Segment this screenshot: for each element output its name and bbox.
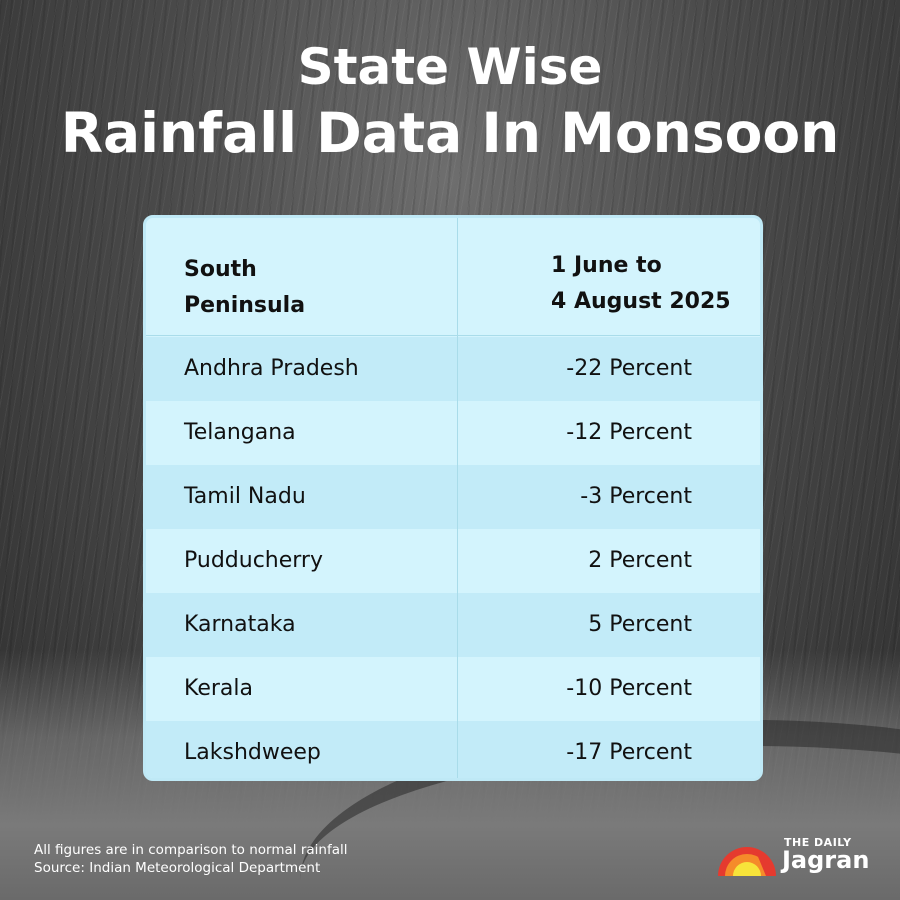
state-name: Lakshdweep (184, 740, 321, 765)
period-header-line1: 1 June to (551, 253, 662, 278)
rainfall-value: -17 Percent (566, 740, 692, 765)
table-row: Lakshdweep -17 Percent (146, 721, 760, 778)
logo-text-big: Jagran (782, 846, 870, 874)
period-header-line2: 4 August 2025 (551, 289, 731, 314)
state-name: Tamil Nadu (184, 484, 306, 509)
rainfall-value: -10 Percent (566, 676, 692, 701)
table-row: Tamil Nadu -3 Percent (146, 465, 760, 529)
table-row: Telangana -12 Percent (146, 401, 760, 465)
sunrise-logo-icon (718, 847, 776, 876)
logo-text-small: THE DAILY (784, 836, 852, 849)
table-row: Pudducherry 2 Percent (146, 529, 760, 593)
state-name: Pudducherry (184, 548, 323, 573)
table-row: Kerala -10 Percent (146, 657, 760, 721)
title-line-2: Rainfall Data In Monsoon (60, 100, 840, 165)
source-note: Source: Indian Meteorological Department (34, 860, 321, 876)
jagran-logo: THE DAILY Jagran (716, 836, 876, 880)
table-row: Karnataka 5 Percent (146, 593, 760, 657)
rainfall-value: -22 Percent (566, 356, 692, 381)
state-name: Andhra Pradesh (184, 356, 359, 381)
region-header-line1: South (184, 257, 257, 282)
table-header: South Peninsula 1 June to 4 August 2025 (146, 218, 760, 336)
rainfall-value: 5 Percent (588, 612, 692, 637)
table-row: Andhra Pradesh -22 Percent (146, 337, 760, 401)
title-line-1: State Wise (297, 38, 603, 96)
region-header: South Peninsula (184, 252, 305, 324)
state-name: Telangana (184, 420, 296, 445)
column-divider (457, 218, 458, 778)
state-name: Kerala (184, 676, 253, 701)
period-header: 1 June to 4 August 2025 (551, 248, 731, 320)
comparison-note: All figures are in comparison to normal … (34, 842, 348, 858)
region-header-line2: Peninsula (184, 293, 306, 318)
rainfall-value: -12 Percent (566, 420, 692, 445)
state-name: Karnataka (184, 612, 296, 637)
rainfall-table: South Peninsula 1 June to 4 August 2025 … (143, 215, 763, 781)
rainfall-value: 2 Percent (588, 548, 692, 573)
rainfall-value: -3 Percent (580, 484, 692, 509)
page-title: State Wise Rainfall Data In Monsoon (0, 36, 900, 167)
footnote: All figures are in comparison to normal … (34, 841, 347, 877)
